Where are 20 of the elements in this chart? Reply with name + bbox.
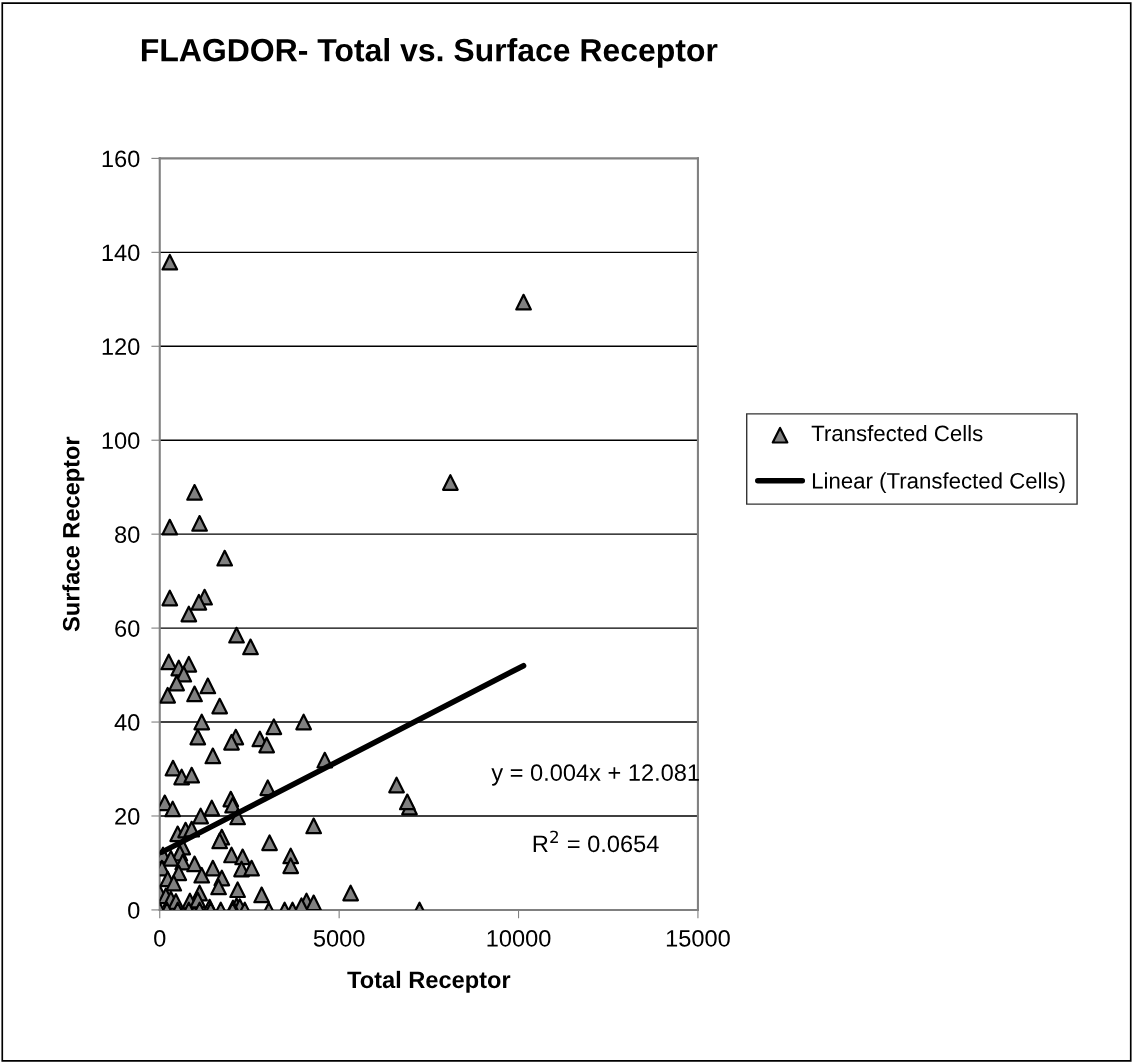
y-tick-label: 120 <box>102 338 140 356</box>
y-tick-label: 100 <box>102 432 140 449</box>
y-tick-label: 20 <box>115 808 140 825</box>
x-tick-label: 10000 <box>487 930 551 947</box>
y-tick-label: 60 <box>115 620 140 637</box>
legend-label: Linear (Transfected Cells) <box>812 472 1065 494</box>
annotation: R$^{2}$ = 0.0654 <box>533 830 659 853</box>
chart-title: FLAGDOR- Total vs. Surface Receptor <box>141 38 718 68</box>
y-tick-label: 160 <box>102 150 140 168</box>
y-tick-label: 80 <box>115 526 140 543</box>
y-tick-label: 0 <box>128 902 140 919</box>
y-tick-label: 140 <box>102 244 140 262</box>
x-tick-label: 0 <box>154 930 166 947</box>
x-tick-label: 15000 <box>666 930 730 947</box>
y-tick-label: 40 <box>114 714 140 731</box>
annotation: y = 0.004x + 12.081 <box>491 764 699 786</box>
y-axis-title: Surface Receptor <box>62 436 85 632</box>
x-axis-title: Total Receptor <box>347 970 511 993</box>
x-tick-label: 5000 <box>313 930 365 947</box>
legend-label: Transfected Cells <box>811 424 983 442</box>
